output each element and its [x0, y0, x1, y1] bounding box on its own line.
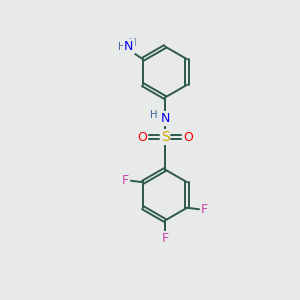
Text: N: N [124, 40, 134, 53]
Text: S: S [160, 130, 169, 144]
Text: F: F [201, 203, 208, 216]
Text: F: F [122, 174, 129, 187]
Text: F: F [161, 232, 169, 245]
Text: O: O [137, 130, 147, 144]
Text: H: H [118, 42, 126, 52]
Text: O: O [183, 130, 193, 144]
Text: H: H [129, 38, 137, 48]
Text: H: H [150, 110, 157, 120]
Text: N: N [160, 112, 170, 125]
